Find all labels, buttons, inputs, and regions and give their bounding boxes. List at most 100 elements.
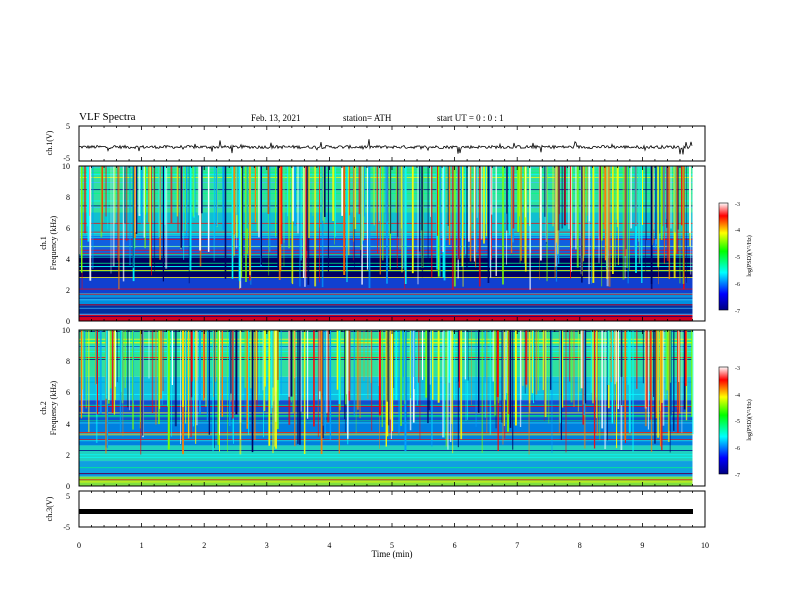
spectrogram-streak xyxy=(430,166,431,217)
spectrogram-streak xyxy=(588,166,590,285)
spectrogram-streak xyxy=(529,166,531,290)
spectrogram-streak xyxy=(448,330,451,383)
spectrogram-streak xyxy=(523,166,526,225)
spectrogram-streak xyxy=(81,166,83,273)
spectrogram-streak xyxy=(546,166,547,244)
spectrogram-line xyxy=(79,313,693,315)
spectrogram-line xyxy=(79,473,693,475)
spectrogram-streak xyxy=(584,330,587,404)
spectrogram-streak xyxy=(646,330,648,408)
spectrogram-line xyxy=(79,266,693,267)
ch3-wave-ylabel: ch.3(V) xyxy=(45,496,54,521)
ch2-colorbar: -3 -4 -5 -6 -7 log(PSD)(V²/Hz) xyxy=(718,366,753,479)
spectrogram-streak xyxy=(379,166,381,275)
spectrogram-streak xyxy=(277,166,279,271)
x-tick-label: 5 xyxy=(390,541,394,550)
spectrogram-streak xyxy=(196,330,198,426)
spectrogram-streak xyxy=(141,330,144,436)
spectrogram-streak xyxy=(451,166,454,290)
spectrogram-streak xyxy=(461,166,464,267)
spectrogram-streak xyxy=(400,166,403,229)
spectrogram-streak xyxy=(297,330,299,444)
spectrogram-streak xyxy=(160,330,162,399)
spectrogram-streak xyxy=(345,330,347,405)
spectrogram-streak xyxy=(579,330,581,392)
spectrogram-streak xyxy=(662,166,664,227)
spectrogram-streak xyxy=(114,166,116,224)
spectrogram-streak xyxy=(389,330,392,420)
spectrogram-streak xyxy=(454,330,456,400)
spectrogram-streak xyxy=(254,166,256,223)
spectrogram-streak xyxy=(629,166,630,270)
spectrogram-streak xyxy=(101,166,103,232)
spectrogram-streak xyxy=(522,330,524,386)
spectrogram-streak xyxy=(291,166,294,285)
spectrogram-streak xyxy=(107,166,109,230)
spectrogram-streak xyxy=(124,330,126,388)
spectrogram-streak xyxy=(346,330,347,395)
spectrogram-streak xyxy=(409,330,411,399)
ch2-colorbar-gradient xyxy=(718,366,729,475)
spectrogram-streak xyxy=(450,330,452,442)
spectrogram-line xyxy=(79,307,693,309)
spectrogram-streak xyxy=(442,166,444,253)
spectrogram-streak xyxy=(245,166,247,282)
spectrogram-streak xyxy=(348,166,351,216)
spectrogram-streak xyxy=(682,166,684,252)
spectrogram-streak xyxy=(681,166,683,226)
spectrogram-streak xyxy=(659,330,661,412)
spectrogram-line xyxy=(79,304,693,306)
spectrogram-streak xyxy=(180,166,182,248)
spectrogram-streak xyxy=(447,166,449,226)
spectrogram-streak xyxy=(348,166,350,256)
spectrogram-streak xyxy=(412,330,415,423)
spectrogram-streak xyxy=(387,330,390,426)
spectrogram-streak xyxy=(183,166,185,260)
spectrogram-streak xyxy=(325,330,328,413)
ch2-ytick-label: 0 xyxy=(66,482,70,491)
spectrogram-band xyxy=(79,277,693,294)
spectrogram-line xyxy=(79,246,693,248)
spectrogram-streak xyxy=(487,166,490,283)
spectrogram-streak xyxy=(256,330,258,406)
spectrogram-streak xyxy=(170,166,173,224)
spectrogram-streak xyxy=(306,166,308,251)
spectrogram-streak xyxy=(517,166,520,232)
spectrogram-streak xyxy=(327,166,329,273)
spectrogram-streak xyxy=(299,166,301,287)
spectrogram-streak xyxy=(291,166,292,283)
spectrogram-streak xyxy=(604,330,607,450)
spectrogram-streak xyxy=(393,330,395,388)
spectrogram-streak xyxy=(197,166,200,216)
spectrogram-streak xyxy=(650,330,653,452)
spectrogram-streak xyxy=(348,330,350,392)
spectrogram-streak xyxy=(489,166,491,268)
ch2-cb-tick: -7 xyxy=(735,473,740,479)
spectrogram-streak xyxy=(559,166,560,215)
spectrogram-streak xyxy=(139,166,141,215)
spectrogram-streak xyxy=(389,166,391,270)
spectrogram-streak xyxy=(215,166,218,226)
spectrogram-streak xyxy=(312,166,314,216)
spectrogram-streak xyxy=(322,330,324,426)
spectrogram-streak xyxy=(570,166,572,272)
spectrogram-streak xyxy=(87,166,90,242)
spectrogram-streak xyxy=(557,166,560,231)
spectrogram-streak xyxy=(653,330,654,397)
spectrogram-streak xyxy=(190,166,192,261)
spectrogram-streak xyxy=(569,330,571,382)
spectrogram-streak xyxy=(670,330,672,425)
spectrogram-streak xyxy=(673,330,675,431)
spectrogram-streak xyxy=(133,330,134,404)
spectrogram-streak xyxy=(437,330,440,403)
spectrogram-streak xyxy=(329,330,332,440)
spectrogram-streak xyxy=(508,330,510,415)
spectrogram-streak xyxy=(167,330,170,450)
spectrogram-streak xyxy=(256,330,257,400)
spectrogram-streak xyxy=(100,166,103,238)
spectrogram-streak xyxy=(483,166,485,244)
spectrogram-streak xyxy=(427,166,429,259)
spectrogram-streak xyxy=(624,166,627,256)
ch1-ytick-label: 2 xyxy=(66,286,70,295)
